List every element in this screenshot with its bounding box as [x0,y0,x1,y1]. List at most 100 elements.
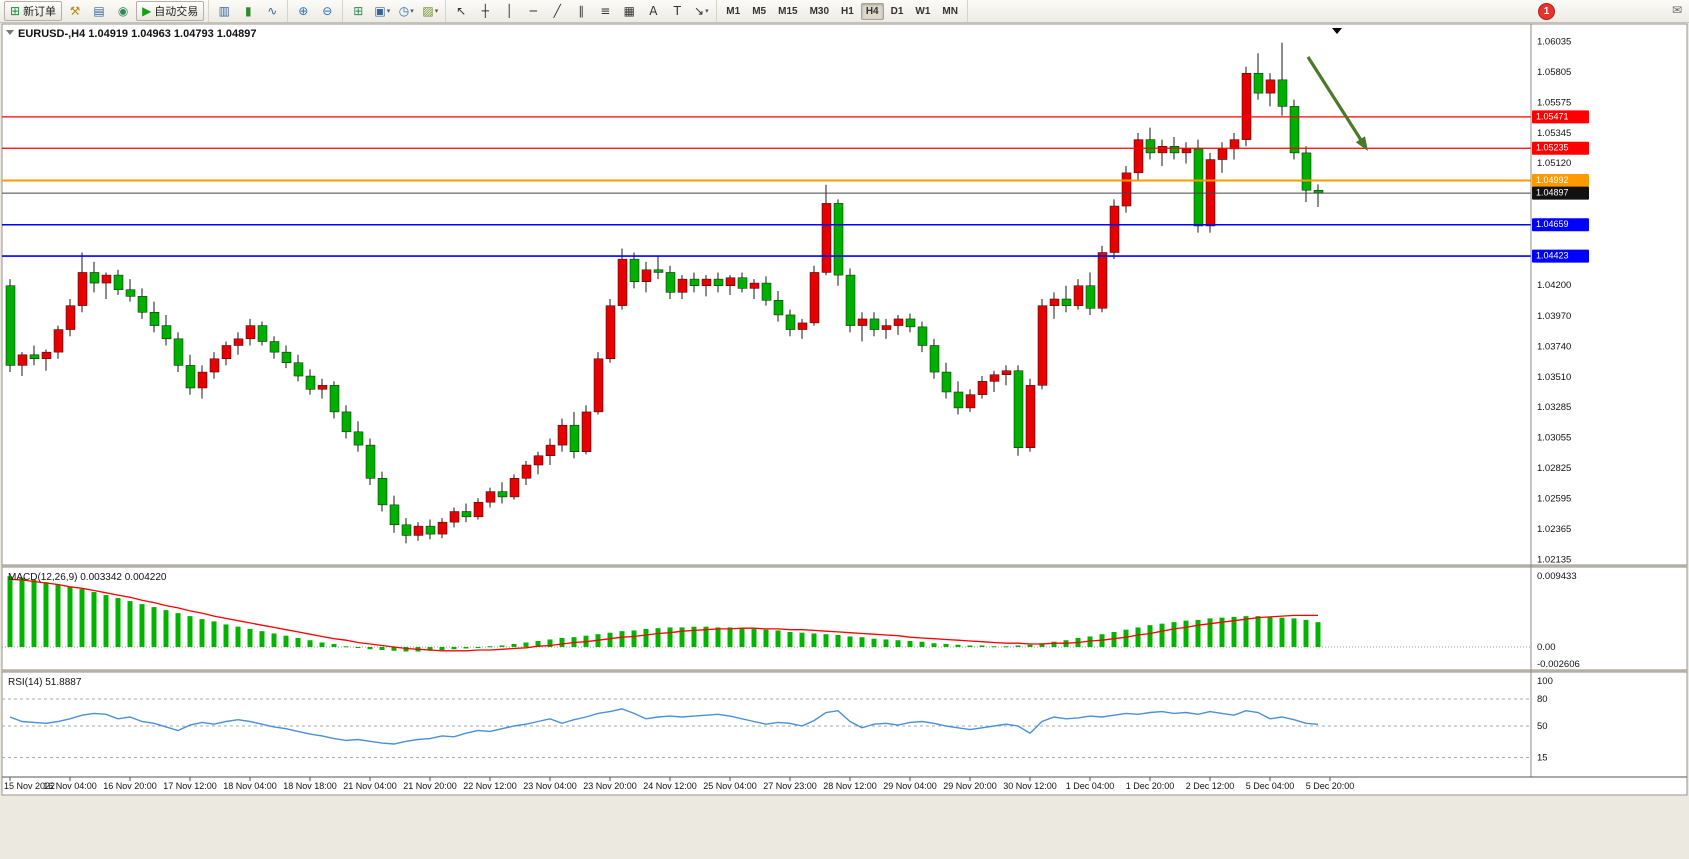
timeframe-button-m15[interactable]: M15 [778,5,798,17]
pane-divider[interactable] [2,670,1687,672]
notification-badge[interactable]: 1 [1538,3,1555,20]
macd-histogram-bar [427,647,433,651]
macd-histogram-bar [643,628,649,647]
candle-body [701,278,712,286]
price-axis-label: 1.05575 [1537,98,1571,109]
macd-histogram-bar [1123,629,1129,647]
new-order-button[interactable]: ⊞ 新订单 [4,1,63,21]
macd-histogram-bar [103,595,109,647]
candle-body [917,326,928,346]
candle-body [881,325,892,330]
trendline-button[interactable]: ╱ [546,1,568,21]
macd-histogram-bar [1219,617,1225,647]
price-badge [1532,141,1589,155]
time-axis-label: 25 Nov 04:00 [703,781,757,791]
macd-histogram-bar [187,616,193,647]
time-axis-label: 16 Nov 20:00 [103,781,157,791]
macd-histogram-bar [463,647,469,649]
bar-chart-button[interactable]: ▥ [213,1,235,21]
grid-button[interactable]: ▦ [618,1,640,21]
timeframe-button-h1[interactable]: H1 [841,5,854,17]
horizontal-line-button[interactable]: ─ [522,1,544,21]
new-chart-icon: ▣ [374,4,386,18]
arrow-annotation[interactable] [1306,56,1363,141]
macd-histogram-bar [379,647,385,651]
pane-divider[interactable] [2,565,1687,567]
timeframe-button-w1[interactable]: W1 [915,5,931,17]
candle-body [989,374,1000,382]
time-axis-label: 21 Nov 04:00 [343,781,397,791]
candle-body [1109,205,1120,253]
macd-histogram-bar [91,592,97,647]
metaeditor-button[interactable]: ⚒ [64,1,86,21]
timeframe-button-h4[interactable]: H4 [860,2,884,20]
vertical-line-button[interactable]: │ [498,1,520,21]
candle-body [1061,298,1072,306]
text-button[interactable]: A [642,1,664,21]
price-badge-label: 1.04897 [1536,188,1569,198]
price-badge-label: 1.04423 [1536,250,1569,260]
channel-button[interactable]: ∥ [570,1,592,21]
candle-body [545,444,556,456]
candle-body [665,272,676,293]
macd-histogram-bar [259,631,265,647]
timeframe-button-mn[interactable]: MN [942,5,958,17]
candle-body [1253,72,1264,94]
macd-histogram-bar [739,628,745,647]
chart-shift-marker[interactable] [1332,28,1342,34]
template-button[interactable]: ▨ ▾ [419,1,441,21]
candle-body [749,282,760,289]
one-click-trading-toggle[interactable] [6,30,14,35]
charts-window-button[interactable]: ▤ [88,1,110,21]
macd-axis-label: 0.009433 [1537,571,1577,582]
time-axis-label: 15 Nov 2022 [4,781,55,791]
rsi-axis-label: 100 [1537,676,1553,687]
zoom-out-button[interactable]: ⊖ [316,1,338,21]
macd-histogram-bar [55,584,61,647]
macd-histogram-bar [235,626,241,647]
autotrading-button[interactable]: ▶ 自动交易 [136,1,205,21]
candlestick-chart-button[interactable]: ▮ [237,1,259,21]
cursor-button[interactable]: ↖ [450,1,472,21]
macd-histogram-bar [487,646,493,648]
candle-body [1001,370,1012,375]
mailbox-icon[interactable]: ✉ [1671,3,1682,17]
timeframe-button-m5[interactable]: M5 [752,5,767,17]
candle-body [1301,152,1312,191]
macd-histogram-bar [967,645,973,647]
tile-windows-button[interactable]: ⊞ [347,1,369,21]
fibonacci-button[interactable]: ≡ [594,1,616,21]
candle-body [389,504,400,526]
price-badge [1532,174,1589,188]
candle-body [281,351,292,364]
time-axis-label: 29 Nov 20:00 [943,781,997,791]
time-axis-label: 30 Nov 12:00 [1003,781,1057,791]
zoom-out-icon: ⊖ [322,4,333,18]
candle-body [473,501,484,518]
template-icon: ▨ [422,4,434,18]
period-button[interactable]: ◷ ▾ [395,1,417,21]
crosshair-button[interactable]: ┼ [474,1,496,21]
toolbar-group-drawing: ↖ ┼ │ ─ ╱ ∥ ≡ ▦ A T ↘ ▾ [446,0,718,22]
macd-title: MACD(12,26,9) 0.003342 0.004220 [8,572,167,583]
chart-window-bg [1,23,1688,796]
timeframe-button-d1[interactable]: D1 [890,5,904,17]
line-chart-button[interactable]: ∿ [261,1,283,21]
new-chart-button[interactable]: ▣ ▾ [371,1,393,21]
candle-body [65,305,76,330]
cursor-icon: ↖ [456,4,467,18]
candle-body [821,203,832,273]
data-window-button[interactable]: ◉ [112,1,134,21]
label-button[interactable]: T [666,1,688,21]
candle-body [641,269,652,282]
zoom-in-button[interactable]: ⊕ [292,1,314,21]
macd-histogram-bar [283,635,289,647]
macd-histogram-bar [391,647,397,651]
timeframe-button-m30[interactable]: M30 [809,5,830,17]
macd-histogram-bar [1255,616,1261,647]
arrows-button[interactable]: ↘ ▾ [690,1,712,21]
macd-histogram-bar [355,647,361,648]
macd-histogram-bar [847,636,853,647]
timeframe-button-m1[interactable]: M1 [726,5,741,17]
macd-histogram-bar [1243,616,1249,647]
